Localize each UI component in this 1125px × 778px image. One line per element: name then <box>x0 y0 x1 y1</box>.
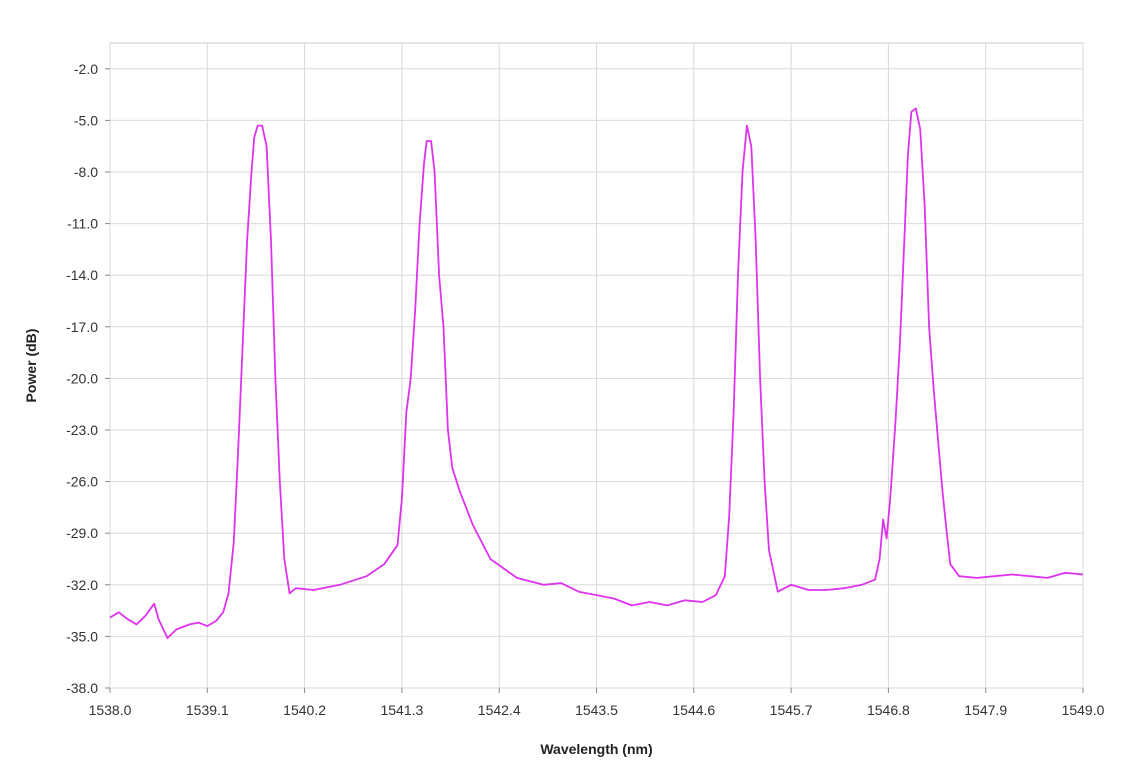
x-tick-label: 1541.3 <box>380 702 423 718</box>
series-layer <box>109 107 1084 639</box>
y-tick-label: -8.0 <box>74 164 98 180</box>
y-tick-label: -29.0 <box>66 525 98 541</box>
x-tick-label: 1539.1 <box>186 702 229 718</box>
y-tick-label: -23.0 <box>66 422 98 438</box>
x-tick-label: 1547.9 <box>964 702 1007 718</box>
x-tick-label: 1545.7 <box>770 702 813 718</box>
x-tick-label: 1540.2 <box>283 702 326 718</box>
x-tick-label: 1546.8 <box>867 702 910 718</box>
x-tick-label: 1538.0 <box>89 702 132 718</box>
series-line-1 <box>109 107 1084 639</box>
y-tick-label: -11.0 <box>67 216 98 232</box>
y-tick-label: -32.0 <box>66 577 98 593</box>
y-tick-label: -5.0 <box>74 112 98 128</box>
x-tick-label: 1549.0 <box>1062 702 1105 718</box>
y-axis-ticks: -2.0 -5.0 -8.0 -11.0 -14.0 -17.0 -20.0 -23.0 -26… <box>66 61 110 696</box>
y-axis-title: Power (dB) <box>23 329 39 403</box>
grid <box>109 43 1084 689</box>
y-tick-label: -2.0 <box>74 61 98 77</box>
y-tick-label: -14.0 <box>66 267 98 283</box>
x-tick-label: 1542.4 <box>478 702 521 718</box>
y-tick-label: -38.0 <box>66 680 98 696</box>
x-axis-ticks: 1538.0 1539.1 1540.2 1541.3 1542.4 1543.5 1544… <box>89 688 1105 718</box>
y-tick-label: -35.0 <box>66 628 98 644</box>
x-axis-title: Wavelength (nm) <box>540 741 652 757</box>
x-tick-label: 1543.5 <box>575 702 618 718</box>
y-tick-label: -26.0 <box>66 474 98 490</box>
x-tick-label: 1544.6 <box>672 702 715 718</box>
y-tick-label: -17.0 <box>66 319 98 335</box>
y-tick-label: -20.0 <box>66 370 98 386</box>
